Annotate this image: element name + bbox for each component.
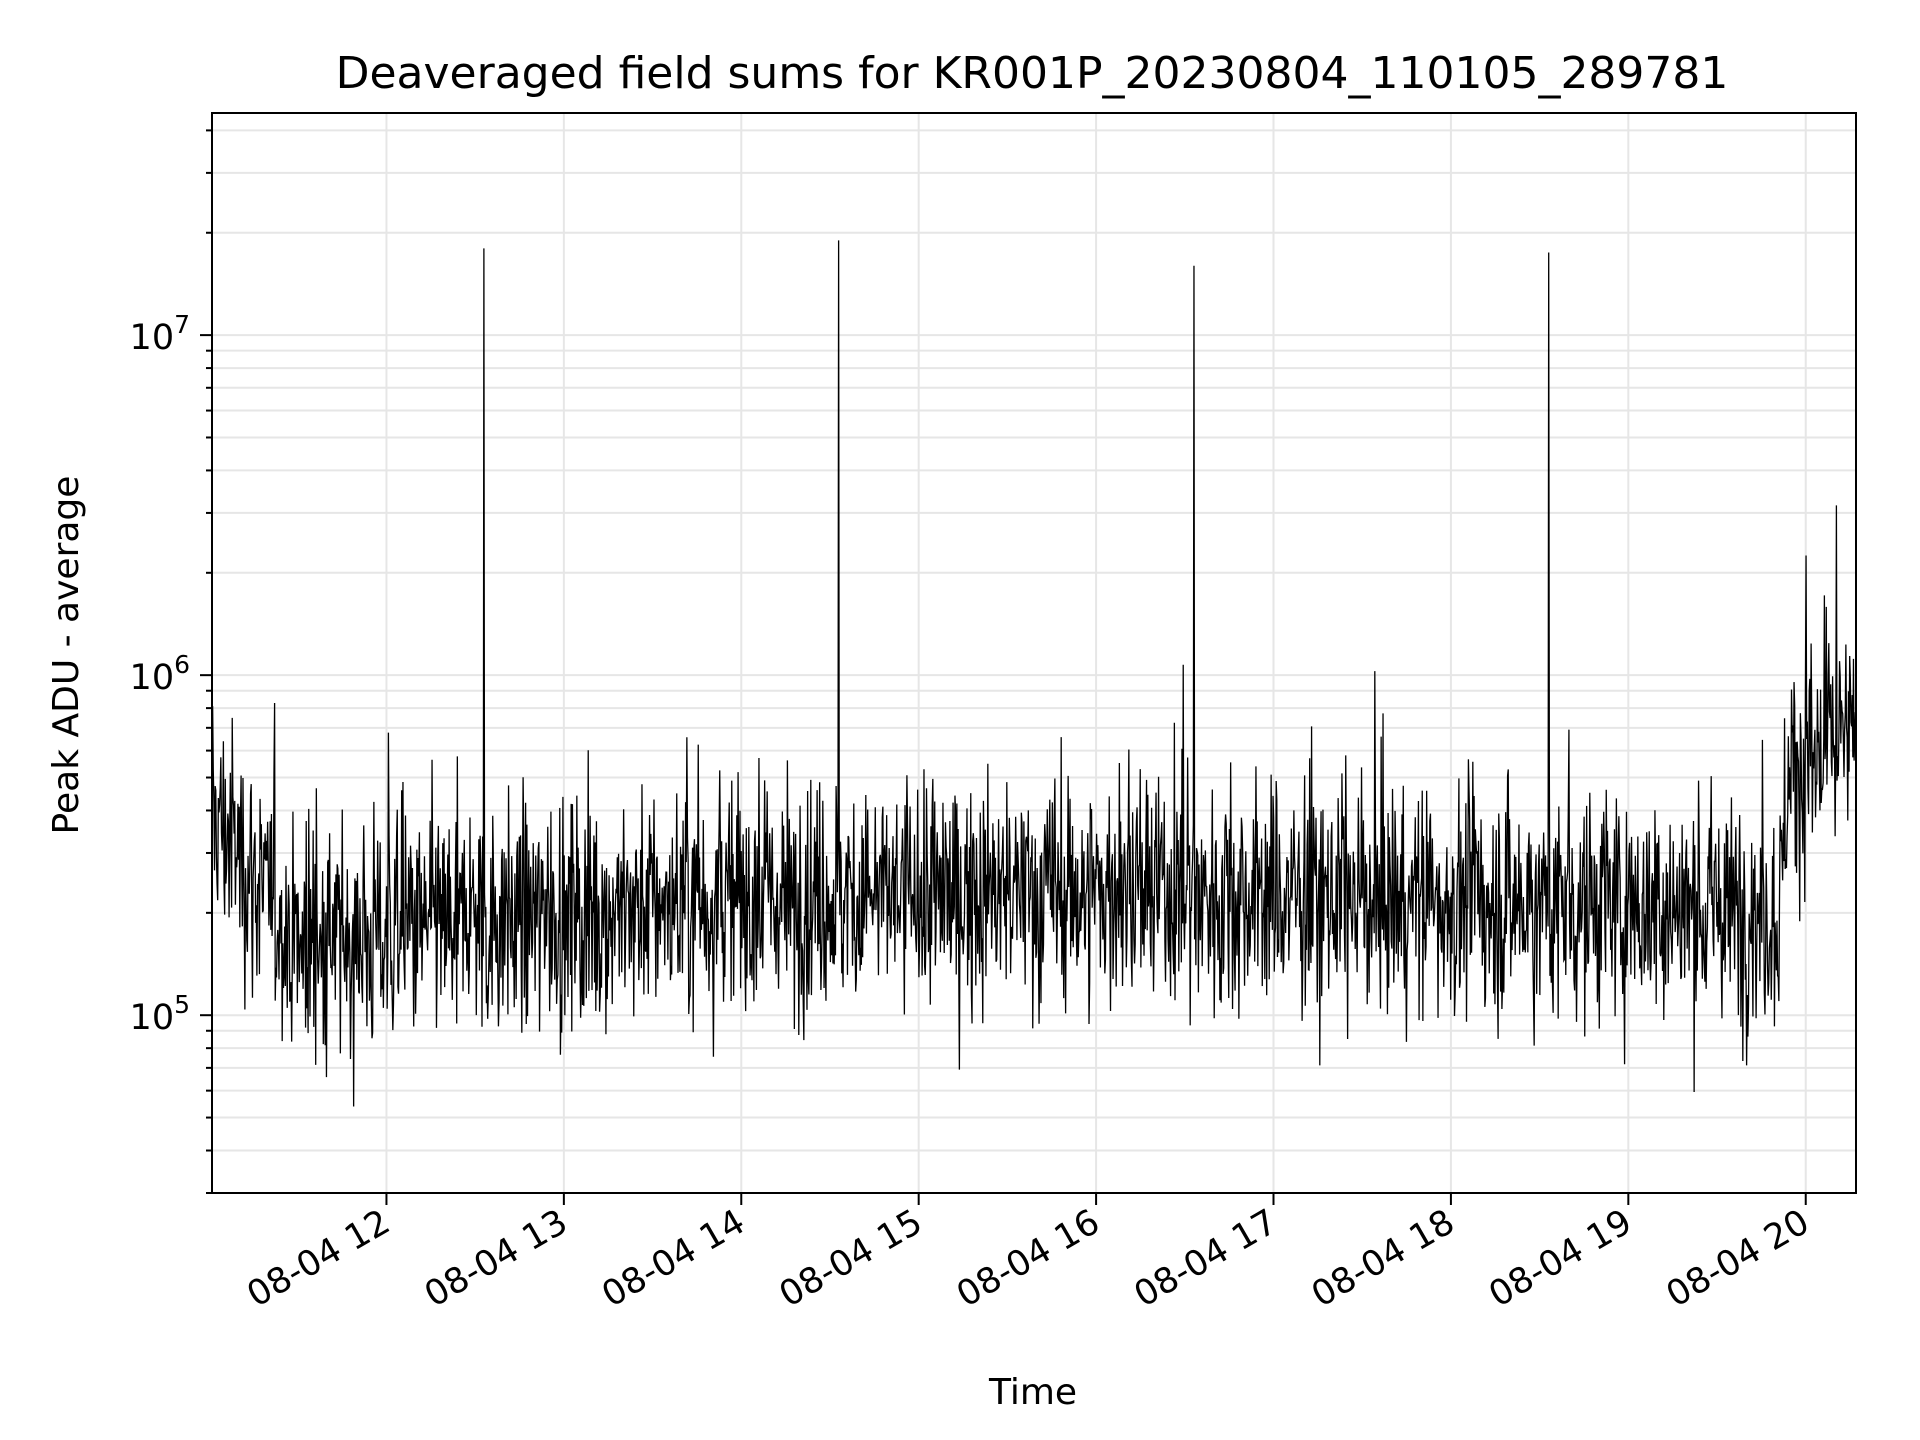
- x-axis-label: Time: [988, 1372, 1077, 1413]
- chart-title: Deaveraged field sums for KR001P_2023080…: [336, 48, 1729, 99]
- x-tick-label: 08-04 12: [241, 1202, 397, 1315]
- y-tick-label: 107: [130, 310, 190, 358]
- x-tick-label: 08-04 14: [595, 1202, 751, 1315]
- series-path: [211, 240, 1857, 1107]
- y-tick-label: 106: [130, 650, 190, 698]
- x-tick-label: 08-04 15: [773, 1202, 929, 1315]
- x-tick-label: 08-04 19: [1483, 1202, 1639, 1315]
- axis-ticks: 08-04 12 08-04 13 08-04 14 08-04 15 08-04 16…: [130, 129, 1816, 1315]
- x-tick-label: 08-04 18: [1305, 1202, 1461, 1315]
- x-tick-label: 08-04 20: [1660, 1202, 1816, 1315]
- y-tick-label: 105: [130, 990, 190, 1038]
- x-tick-label: 08-04 13: [418, 1202, 574, 1315]
- x-tick-label: 08-04 17: [1128, 1202, 1284, 1315]
- y-axis-label: Peak ADU - average: [46, 476, 87, 835]
- series-line: [211, 240, 1857, 1107]
- plot-frame: [211, 112, 1857, 1194]
- x-tick-label: 08-04 16: [950, 1202, 1106, 1315]
- grid: [212, 113, 1856, 1194]
